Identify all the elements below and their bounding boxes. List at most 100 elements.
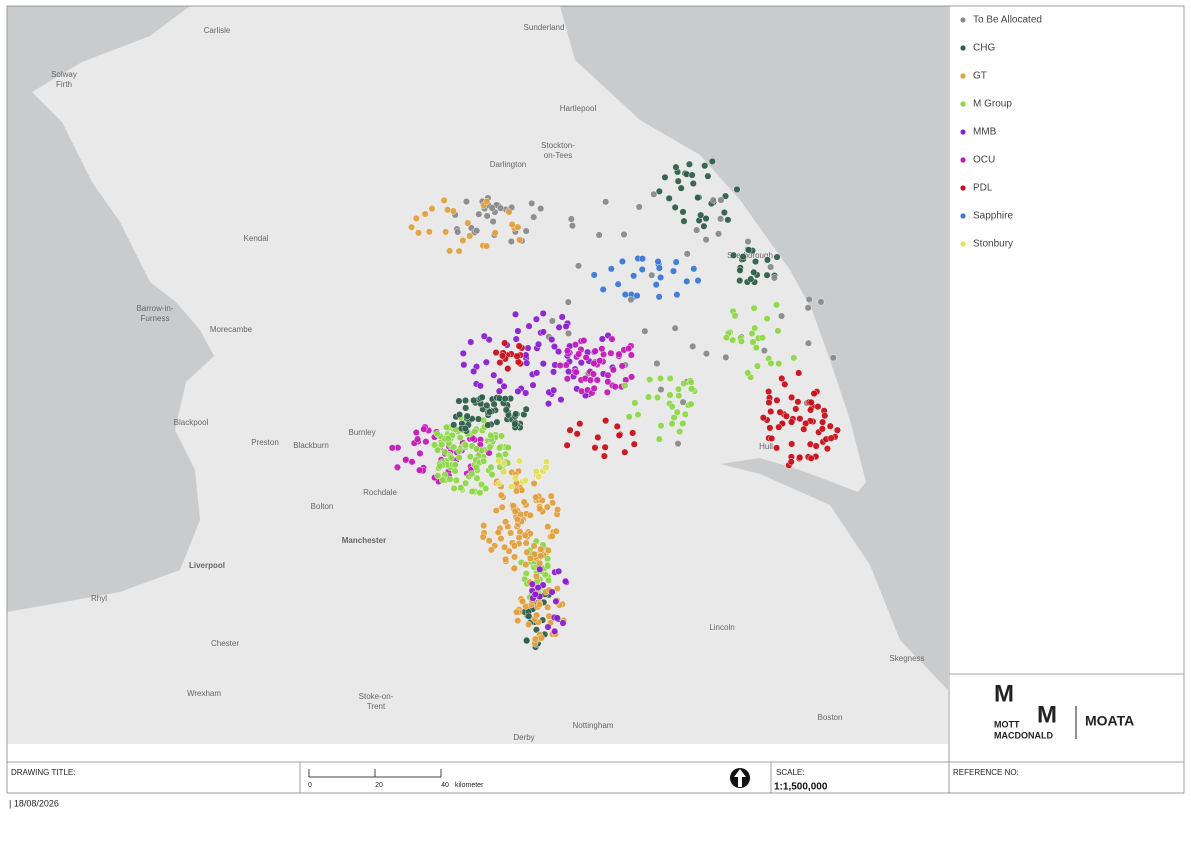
map-point xyxy=(507,483,515,491)
map-point xyxy=(478,393,486,401)
map-point xyxy=(595,231,603,239)
map-point xyxy=(689,179,697,187)
map-point xyxy=(542,458,550,466)
map-point xyxy=(562,361,570,369)
map-point xyxy=(480,457,488,465)
map-point xyxy=(685,160,693,168)
map-point xyxy=(514,617,522,625)
map-point xyxy=(765,399,773,407)
place-label: Scarborough xyxy=(727,251,773,260)
map-point xyxy=(687,385,695,393)
map-point xyxy=(441,448,449,456)
place-label: Boston xyxy=(818,713,843,722)
map-point xyxy=(675,385,683,393)
map-point xyxy=(767,408,775,416)
map-point xyxy=(461,425,469,433)
map-point xyxy=(676,428,684,436)
map-point xyxy=(451,467,459,475)
map-point xyxy=(510,542,518,550)
legend-label: M Group xyxy=(973,99,1012,110)
map-point xyxy=(770,274,778,282)
map-point xyxy=(536,600,544,608)
map-point xyxy=(673,291,681,299)
map-point xyxy=(527,554,535,562)
map-point xyxy=(552,597,560,605)
place-label: Morecambe xyxy=(210,325,253,334)
map-point xyxy=(620,230,628,238)
map-point xyxy=(442,228,450,236)
map-point xyxy=(479,533,487,541)
place-label: Burnley xyxy=(348,428,375,437)
map-point xyxy=(602,417,610,425)
map-point xyxy=(681,410,689,418)
logo-name: MACDONALD xyxy=(994,730,1053,740)
map-point xyxy=(829,354,837,362)
map-point xyxy=(525,322,533,330)
map-point xyxy=(495,387,503,395)
map-point xyxy=(577,359,585,367)
map-point xyxy=(654,258,662,266)
map-point xyxy=(514,327,522,335)
map-point xyxy=(638,255,646,263)
map-point xyxy=(447,454,455,462)
map-point xyxy=(796,415,804,423)
map-point xyxy=(476,489,484,497)
map-point xyxy=(665,194,673,202)
map-point xyxy=(599,285,607,293)
legend-label: Stonbury xyxy=(973,239,1013,250)
map-point xyxy=(507,529,515,537)
map-point xyxy=(536,505,544,513)
map-point xyxy=(731,312,739,320)
map-point xyxy=(627,296,635,304)
map-point xyxy=(634,411,642,419)
map-point xyxy=(765,388,773,396)
map-point xyxy=(744,238,752,246)
map-point xyxy=(487,546,495,554)
map-point xyxy=(655,264,663,272)
map-point xyxy=(539,328,547,336)
north-arrow xyxy=(730,768,750,788)
map-point xyxy=(412,429,420,437)
map-point xyxy=(525,612,533,620)
land xyxy=(7,6,948,746)
map-point xyxy=(436,462,444,470)
map-point xyxy=(440,196,448,204)
map-point xyxy=(833,426,841,434)
map-point xyxy=(512,410,520,418)
map-point xyxy=(646,376,654,384)
map-point xyxy=(480,332,488,340)
map-point xyxy=(505,208,513,216)
map-point xyxy=(513,515,521,523)
map-point xyxy=(508,220,516,228)
map-point xyxy=(687,378,695,386)
legend-label: GT xyxy=(973,71,987,82)
map-point xyxy=(702,350,710,358)
map-point xyxy=(760,347,768,355)
map-point xyxy=(483,198,491,206)
logo-mark: M xyxy=(994,680,1014,707)
map-point xyxy=(794,398,802,406)
legend-swatch xyxy=(960,101,966,107)
map-point xyxy=(514,358,522,366)
map-point xyxy=(450,443,458,451)
map-point xyxy=(414,435,422,443)
map-point xyxy=(416,449,424,457)
map-point xyxy=(722,353,730,361)
map-point xyxy=(529,381,537,389)
map-point xyxy=(561,577,569,585)
map-point xyxy=(553,614,561,622)
map-point xyxy=(459,236,467,244)
place-label: Hull xyxy=(759,442,773,451)
place-label: Nottingham xyxy=(573,721,614,730)
legend-label: PDL xyxy=(973,183,993,194)
place-label: Preston xyxy=(251,438,279,447)
map-point xyxy=(522,405,530,413)
esri-link[interactable]: Esri xyxy=(930,746,946,756)
map-point xyxy=(522,539,530,547)
map-point xyxy=(736,277,744,285)
map-point xyxy=(482,358,490,366)
map-point xyxy=(514,387,522,395)
map-point xyxy=(814,403,822,411)
map-point xyxy=(752,344,760,352)
map-point xyxy=(598,335,606,343)
